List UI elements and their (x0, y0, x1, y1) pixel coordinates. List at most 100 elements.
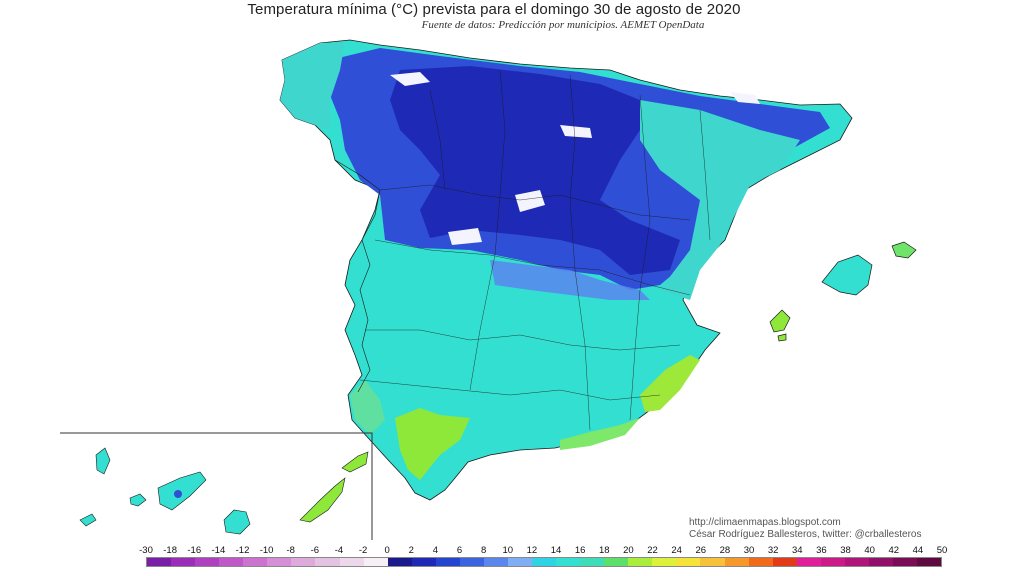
legend-tick-label: 14 (550, 545, 562, 556)
legend-swatch (267, 558, 292, 566)
warm-region-andalucia-coast (395, 408, 470, 480)
legend-tick-label: 20 (623, 545, 634, 556)
legend-tick-label: 32 (767, 545, 779, 556)
canary-la-palma (95, 447, 111, 475)
legend-swatch (748, 558, 773, 566)
legend-swatch (796, 558, 821, 566)
legend-tick-label: 10 (502, 545, 514, 556)
legend-swatch (844, 558, 869, 566)
legend-tick-label: -30 (139, 545, 153, 556)
legend-swatch (219, 558, 244, 566)
legend-swatch (363, 558, 388, 566)
legend-tick-label: 34 (791, 545, 803, 556)
legend-tick-label: 40 (864, 545, 875, 556)
legend-swatch (724, 558, 749, 566)
legend-swatch (507, 558, 532, 566)
legend-tick-label: 8 (481, 545, 487, 556)
canary-teide-cold-spot (174, 490, 182, 498)
legend-swatch (820, 558, 845, 566)
portugal-border (334, 159, 381, 393)
legend-swatch (628, 558, 653, 566)
legend-tick-label: 26 (695, 545, 707, 556)
legend-tick-label: 38 (840, 545, 851, 556)
legend-swatch (676, 558, 701, 566)
legend-tick-label: -12 (235, 545, 250, 556)
legend-swatch (772, 558, 797, 566)
cold-spot-central (515, 190, 545, 212)
author-credit: César Rodríguez Ballesteros, twitter: @c… (689, 529, 922, 540)
legend-swatch (243, 558, 268, 566)
balearic-ibiza (769, 309, 791, 333)
legend-swatch (195, 558, 220, 566)
legend-swatch (556, 558, 581, 566)
legend-swatch (435, 558, 460, 566)
legend-tick-label: 12 (526, 545, 538, 556)
legend-tick-label: 6 (456, 545, 463, 556)
warm-region-south-coast (560, 418, 640, 450)
legend-swatch (483, 558, 508, 566)
credits: http://climaenmapas.blogspot.com César R… (689, 517, 921, 541)
legend-tick-label: 44 (912, 545, 924, 556)
legend-tick-label: 30 (743, 545, 755, 556)
cold-spot-iberico (560, 125, 592, 138)
legend-tick-label: 22 (647, 545, 658, 556)
legend-tick-label: -4 (334, 545, 344, 556)
legend-tick-label: 0 (384, 545, 390, 556)
cool-region-center (490, 260, 650, 300)
legend-swatch (387, 558, 412, 566)
legend-swatch (147, 558, 172, 566)
legend-swatch (580, 558, 605, 566)
legend-swatch (917, 558, 942, 566)
legend-tick-label: 28 (719, 545, 731, 556)
legend-tick-label: 24 (671, 545, 682, 556)
warm-region-southwest (350, 380, 385, 435)
canary-inset-frame (60, 432, 373, 540)
legend-swatch (339, 558, 364, 566)
legend-swatch (652, 558, 677, 566)
legend-swatch (411, 558, 436, 566)
legend-swatch (315, 558, 340, 566)
cold-core-castilla (390, 66, 680, 275)
legend-tick-label: 42 (888, 545, 900, 556)
canary-gran-canaria (223, 509, 251, 535)
legend-tick-label: -2 (358, 545, 368, 556)
warm-region-murcia-coast (640, 355, 700, 412)
canary-el-hierro (79, 513, 97, 527)
legend-swatch (700, 558, 725, 566)
legend-color-bar (146, 557, 942, 567)
canary-fuerteventura (299, 477, 346, 523)
east-coast-region (640, 100, 800, 300)
canary-tenerife (157, 471, 207, 511)
cold-spot-pyrenees (730, 92, 760, 104)
legend-tick-label: 2 (408, 545, 414, 556)
canary-la-gomera (129, 493, 147, 507)
map-title: Temperatura mínima (°C) prevista para el… (247, 1, 741, 18)
balearic-menorca (891, 241, 917, 259)
balearic-formentera (777, 333, 787, 342)
legend-tick-label: 18 (599, 545, 610, 556)
legend-tick-label: -10 (259, 545, 274, 556)
province-borders (359, 69, 711, 431)
legend-swatch (892, 558, 917, 566)
canary-lanzarote (341, 451, 369, 473)
data-source-subtitle: Fuente de datos: Predicción por municipi… (421, 19, 705, 31)
cold-spot-cantabrian (390, 72, 430, 86)
legend-swatch (459, 558, 484, 566)
legend-tick-label: 4 (432, 545, 439, 556)
legend-tick-label: 50 (936, 545, 948, 556)
cold-spot-gredos (448, 228, 482, 245)
legend-swatch (532, 558, 557, 566)
color-scale-legend: -30 -18 -16 -14 -12 -10 -8 -6 -4 -2 0 2 4 6 8 10 12 14 16 1… (139, 545, 948, 567)
legend-tick-label: -16 (187, 545, 202, 556)
legend-tick-label: -14 (211, 545, 226, 556)
balearic-mallorca (821, 254, 873, 296)
legend-tick-label: 16 (574, 545, 586, 556)
legend-swatch (868, 558, 893, 566)
legend-swatch (171, 558, 196, 566)
legend-swatch (604, 558, 629, 566)
legend-tick-label: -8 (286, 545, 295, 556)
galicia-region (280, 42, 345, 130)
legend-tick-label: -18 (163, 545, 177, 556)
legend-tick-label: 36 (816, 545, 827, 556)
